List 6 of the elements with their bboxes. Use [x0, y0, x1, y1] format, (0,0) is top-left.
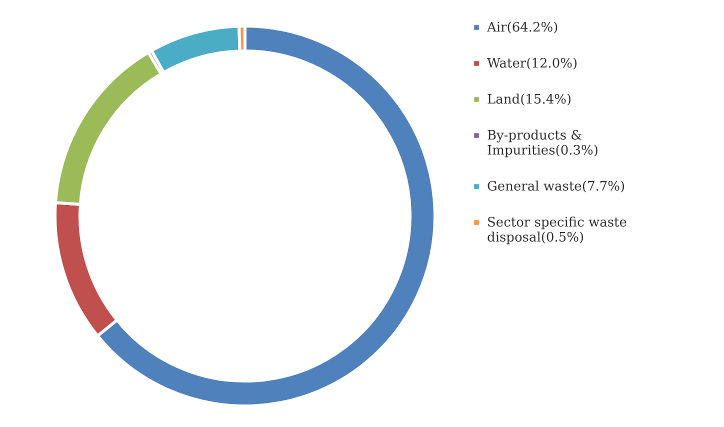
legend-label: Land(15.4%): [487, 92, 572, 108]
legend-label: General waste(7.7%): [487, 180, 626, 194]
legend-label: Sector specific waste disposal(0.5%): [487, 216, 628, 246]
legend-label: Air(64.2%): [486, 20, 558, 36]
legend-label: By-products & Impurities(0.3%): [487, 128, 598, 158]
legend-label: Water(12.0%): [487, 56, 578, 72]
